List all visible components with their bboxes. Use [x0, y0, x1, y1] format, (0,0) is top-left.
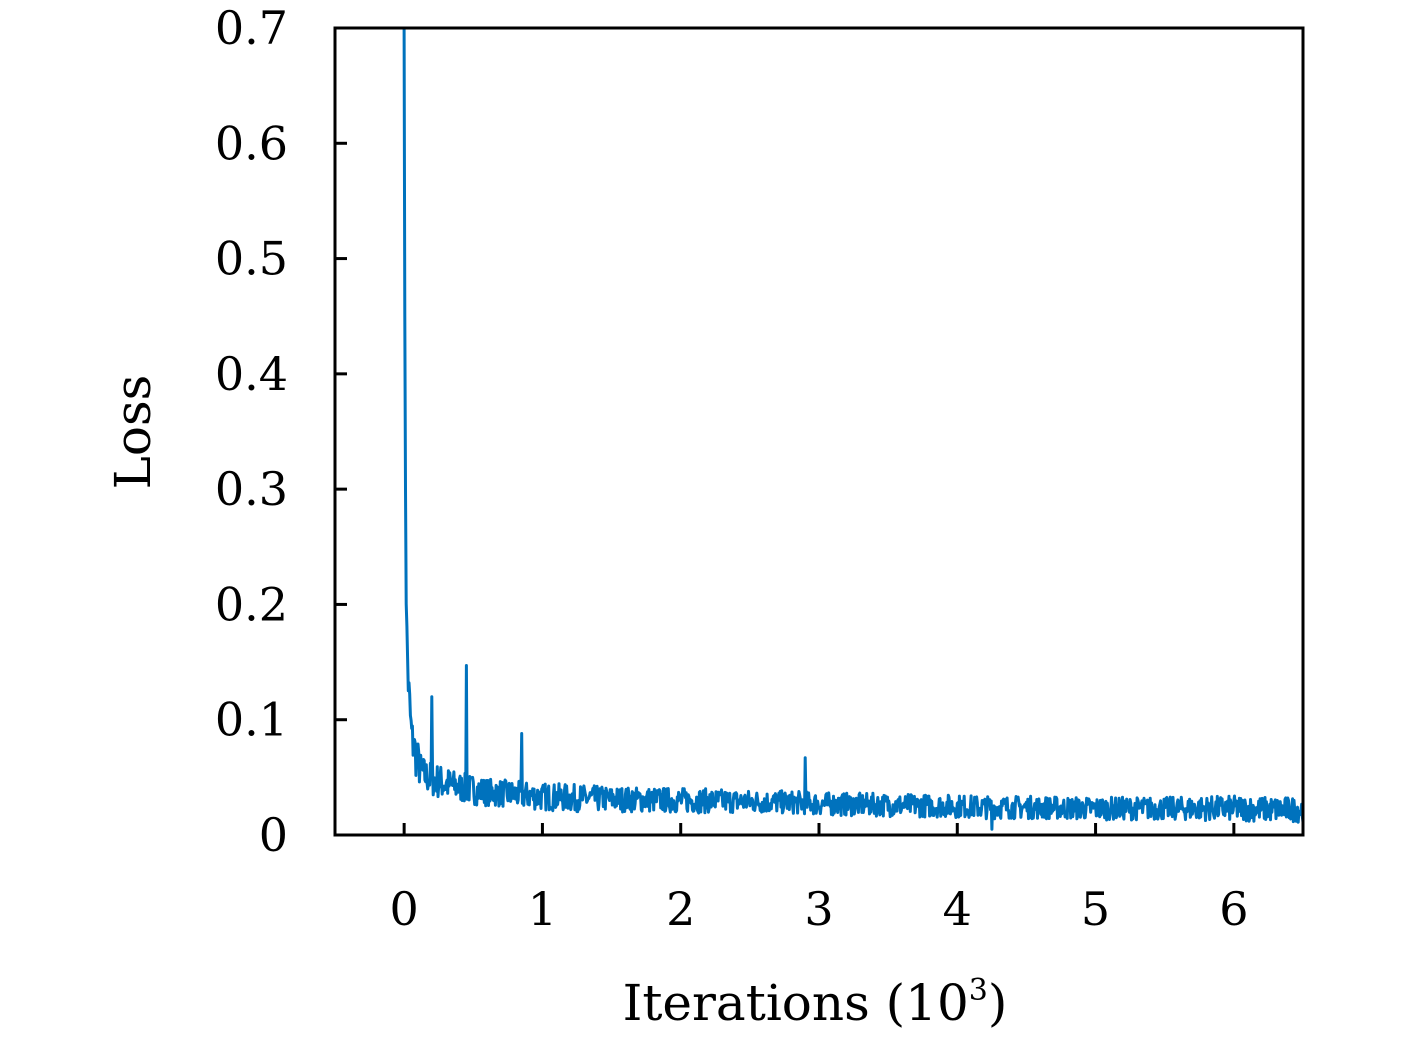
y-tick-label: 0.3: [215, 462, 288, 516]
y-tick-label: 0.2: [215, 577, 288, 631]
x-axis-ticks: 0 1 2 3 4 5 6: [390, 823, 1248, 936]
x-axis-title-close: ): [988, 974, 1008, 1032]
x-tick-label: 6: [1219, 882, 1248, 936]
y-tick-label: 0: [259, 808, 288, 862]
y-axis-title: Loss: [104, 375, 162, 490]
x-axis-title: Iterations (103): [623, 973, 1008, 1032]
y-tick-label: 0.5: [215, 232, 288, 286]
x-tick-label: 2: [666, 882, 695, 936]
x-tick-label: 1: [528, 882, 557, 936]
x-tick-label: 3: [804, 882, 833, 936]
x-axis-title-text: Iterations (10: [623, 974, 969, 1032]
y-tick-label: 0.6: [215, 116, 288, 170]
y-tick-label: 0.7: [215, 1, 288, 55]
plot-frame: [333, 26, 1305, 837]
x-tick-label: 0: [390, 882, 419, 936]
x-tick-label: 4: [943, 882, 972, 936]
y-tick-label: 0.1: [215, 693, 288, 747]
loss-series-line: [402, 28, 1303, 831]
x-axis-title-exponent: 3: [969, 973, 988, 1008]
data-layer: [402, 28, 1303, 831]
x-tick-label: 5: [1081, 882, 1110, 936]
y-axis-ticks: 0 0.1 0.2 0.3 0.4 0.5 0.6 0.7: [215, 1, 347, 862]
y-tick-label: 0.4: [215, 347, 288, 401]
